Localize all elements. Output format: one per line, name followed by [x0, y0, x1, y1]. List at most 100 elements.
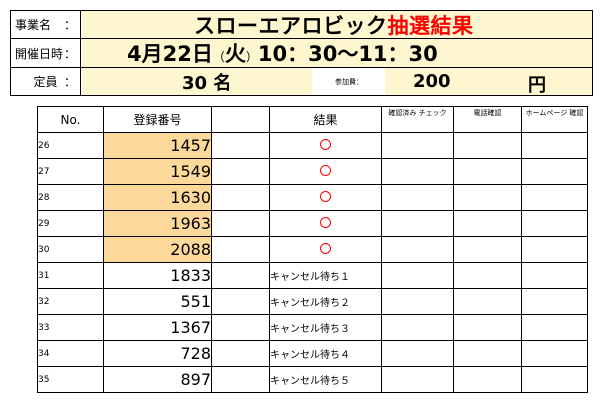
result-cell	[269, 210, 382, 237]
checked-cell	[381, 340, 454, 367]
table-row: 29 1963	[37, 210, 588, 237]
capacity-row: 定員 ： 30 名 参加費： 200 円	[11, 68, 592, 96]
phone-check-cell	[453, 236, 522, 263]
phone-check-cell	[453, 366, 522, 393]
checked-cell	[381, 288, 454, 315]
row-no: 28	[37, 184, 104, 211]
result-cell: キャンセル待ち５	[269, 366, 382, 393]
homepage-check-cell	[521, 262, 588, 289]
homepage-check-cell	[521, 236, 588, 263]
table-row: 30 2088	[37, 236, 588, 263]
registration-number: 1367	[103, 314, 212, 341]
homepage-check-cell	[521, 210, 588, 237]
result-cell: キャンセル待ち３	[269, 314, 382, 341]
checked-cell	[381, 210, 454, 237]
registration-number: 551	[103, 288, 212, 315]
winner-circle-icon	[320, 138, 331, 150]
checked-cell	[381, 262, 454, 289]
result-cell: キャンセル待ち１	[269, 262, 382, 289]
blank-cell	[211, 210, 270, 237]
table-row: 27 1549	[37, 158, 588, 185]
winner-circle-icon	[320, 242, 331, 254]
phone-check-cell	[453, 184, 522, 211]
phone-check-cell	[453, 158, 522, 185]
checked-cell	[381, 158, 454, 185]
event-title: スローエアロビック抽選結果	[194, 13, 474, 38]
col-header-checked: 確認済み チェック	[381, 106, 454, 133]
datetime-row: 開催日時 ： 4月22日（火）10：30～11：30	[11, 39, 592, 68]
blank-cell	[211, 366, 270, 393]
result-cell	[269, 158, 382, 185]
row-no: 34	[37, 340, 104, 367]
homepage-check-cell	[521, 184, 588, 211]
table-row: 26 1457	[37, 132, 588, 159]
table-row: 31 1833 キャンセル待ち１	[37, 262, 588, 289]
homepage-check-cell	[521, 158, 588, 185]
winner-circle-icon	[320, 216, 331, 228]
phone-check-cell	[453, 340, 522, 367]
table-row: 33 1367 キャンセル待ち３	[37, 314, 588, 341]
registration-number: 728	[103, 340, 212, 367]
event-name-label: 事業名 ：	[11, 11, 81, 38]
table-header-row: No. 登録番号 結果 確認済み チェック 電話確認 ホームページ 確認	[37, 106, 588, 133]
table-row: 28 1630	[37, 184, 588, 211]
phone-check-cell	[453, 210, 522, 237]
col-header-blank	[211, 106, 270, 133]
blank-cell	[211, 288, 270, 315]
registration-number: 1630	[103, 184, 212, 211]
row-no: 32	[37, 288, 104, 315]
datetime-label: 開催日時 ：	[11, 39, 81, 67]
row-no: 30	[37, 236, 104, 263]
col-header-result: 結果	[269, 106, 382, 133]
capacity-value: 30 名	[82, 68, 312, 95]
fee-label: 参加費：	[313, 68, 385, 95]
row-no: 35	[37, 366, 104, 393]
homepage-check-cell	[521, 288, 588, 315]
table-row: 34 728 キャンセル待ち４	[37, 340, 588, 367]
checked-cell	[381, 236, 454, 263]
homepage-check-cell	[521, 132, 588, 159]
blank-cell	[211, 236, 270, 263]
event-name-row: 事業名 ： スローエアロビック抽選結果	[11, 11, 592, 39]
winner-circle-icon	[320, 190, 331, 202]
registration-number: 1549	[103, 158, 212, 185]
row-no: 29	[37, 210, 104, 237]
checked-cell	[381, 314, 454, 341]
row-no: 31	[37, 262, 104, 289]
result-cell: キャンセル待ち４	[269, 340, 382, 367]
event-header: 事業名 ： スローエアロビック抽選結果 開催日時 ： 4月22日（火）10：30…	[10, 10, 593, 96]
lottery-result-title: 抽選結果	[387, 13, 474, 38]
table-row: 32 551 キャンセル待ち２	[37, 288, 588, 315]
row-no: 27	[37, 158, 104, 185]
result-cell	[269, 132, 382, 159]
checked-cell	[381, 366, 454, 393]
lottery-result-table: No. 登録番号 結果 確認済み チェック 電話確認 ホームページ 確認 26 1…	[37, 106, 588, 393]
capacity-label: 定員 ：	[11, 68, 81, 95]
fee-amount: 200	[413, 71, 451, 92]
phone-check-cell	[453, 132, 522, 159]
registration-number: 1457	[103, 132, 212, 159]
blank-cell	[211, 262, 270, 289]
registration-number: 2088	[103, 236, 212, 263]
checked-cell	[381, 132, 454, 159]
blank-cell	[211, 184, 270, 211]
blank-cell	[211, 132, 270, 159]
blank-cell	[211, 340, 270, 367]
homepage-check-cell	[521, 366, 588, 393]
phone-check-cell	[453, 288, 522, 315]
phone-check-cell	[453, 262, 522, 289]
result-cell: キャンセル待ち２	[269, 288, 382, 315]
fee-value: 200 円	[385, 68, 592, 96]
registration-number: 897	[103, 366, 212, 393]
event-datetime: 4月22日（火）10：30～11：30	[127, 42, 438, 66]
phone-check-cell	[453, 314, 522, 341]
result-cell	[269, 184, 382, 211]
winner-circle-icon	[320, 164, 331, 176]
col-header-number: 登録番号	[103, 106, 212, 133]
col-header-homepage: ホームページ 確認	[521, 106, 588, 133]
registration-number: 1833	[103, 262, 212, 289]
homepage-check-cell	[521, 314, 588, 341]
datetime-value: 4月22日（火）10：30～11：30	[82, 39, 592, 67]
result-cell	[269, 236, 382, 263]
blank-cell	[211, 314, 270, 341]
